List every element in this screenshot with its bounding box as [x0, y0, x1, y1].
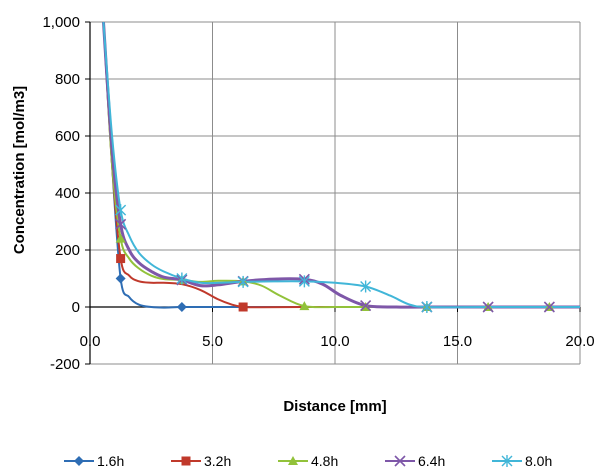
x-tick-label: 0.0: [80, 333, 101, 350]
y-tick-label: 800: [55, 71, 80, 88]
y-tick-label: 1,000: [42, 14, 80, 31]
data-point-1.6h: [115, 273, 126, 284]
data-point-6.4h: [482, 301, 494, 313]
x-tick-labels: 0.0 5.0 10.0 15.0 20.0: [80, 333, 595, 350]
data-point-3.2h: [238, 302, 248, 312]
x-tick-label: 10.0: [320, 333, 349, 350]
legend-label: 8.0h: [525, 453, 552, 469]
y-tick-labels: -200 0 200 400 600 800 1,000: [42, 14, 80, 373]
series-markers: [115, 204, 555, 313]
legend: 1.6h 3.2h 4.8h 6.4h 8.0h: [64, 453, 552, 469]
y-tick-label: -200: [50, 356, 80, 373]
legend-item-6.4h: 6.4h: [385, 453, 445, 469]
data-point-4.8h: [299, 301, 310, 311]
legend-label: 4.8h: [311, 453, 338, 469]
y-tick-label: 200: [55, 242, 80, 259]
y-axis-title: Concentration [mol/m3]: [11, 86, 28, 254]
data-point-8.0h: [421, 301, 433, 313]
x-tick-label: 20.0: [565, 333, 594, 350]
data-point-8.0h: [176, 272, 188, 285]
y-tick-label: 600: [55, 128, 80, 145]
data-point-6.4h: [115, 218, 127, 230]
data-point-8.0h: [360, 280, 372, 293]
legend-swatch-marker: [501, 455, 513, 467]
legend-item-8.0h: 8.0h: [492, 453, 552, 469]
data-point-4.8h: [115, 233, 126, 243]
series-line-8.0h: [102, 22, 580, 309]
legend-swatch-marker: [394, 455, 406, 467]
data-point-6.4h: [543, 301, 555, 313]
legend-label: 6.4h: [418, 453, 445, 469]
data-point-6.4h: [360, 300, 372, 312]
x-tick-label: 5.0: [202, 333, 223, 350]
x-axis-title: Distance [mm]: [283, 398, 386, 415]
x-tick-label: 15.0: [443, 333, 472, 350]
data-point-1.6h: [176, 302, 187, 312]
y-tick-label: 0: [72, 299, 80, 316]
legend-item-1.6h: 1.6h: [64, 453, 124, 469]
data-point-3.2h: [116, 254, 126, 264]
data-point-8.0h: [298, 275, 310, 288]
legend-swatch-marker: [74, 456, 84, 466]
y-tick-label: 400: [55, 185, 80, 202]
data-point-8.0h: [237, 275, 249, 288]
data-point-8.0h: [115, 204, 127, 217]
legend-item-4.8h: 4.8h: [278, 453, 338, 469]
legend-item-3.2h: 3.2h: [171, 453, 231, 469]
legend-swatch-marker: [181, 456, 191, 466]
legend-swatch-marker: [288, 456, 298, 465]
legend-label: 3.2h: [204, 453, 231, 469]
legend-label: 1.6h: [97, 453, 124, 469]
